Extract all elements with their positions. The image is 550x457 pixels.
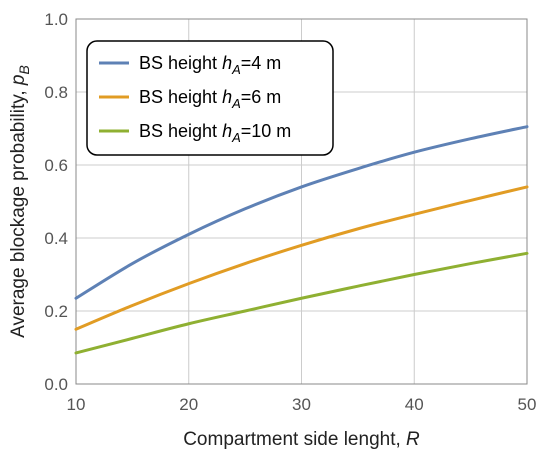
axis-ticks: 10 20 30 40 50 0.0 0.2 0.4 0.6 0.8 1.0 bbox=[44, 10, 536, 414]
series-line-2 bbox=[74, 185, 529, 331]
y-tick-label: 0.6 bbox=[44, 156, 68, 175]
x-tick-label: 10 bbox=[67, 395, 86, 414]
y-tick-label: 0.0 bbox=[44, 375, 68, 394]
y-tick-label: 0.8 bbox=[44, 83, 68, 102]
legend-entry: BS height hA=6 m bbox=[139, 87, 281, 111]
y-tick-label: 1.0 bbox=[44, 10, 68, 29]
series-line-3 bbox=[74, 251, 529, 355]
y-tick-label: 0.2 bbox=[44, 302, 68, 321]
y-tick-label: 0.4 bbox=[44, 229, 68, 248]
x-tick-label: 50 bbox=[518, 395, 537, 414]
x-tick-label: 30 bbox=[292, 395, 311, 414]
series-line-1 bbox=[74, 125, 529, 300]
x-axis-label: Compartment side lenght, R bbox=[183, 429, 420, 450]
legend-box bbox=[86, 40, 334, 156]
plot-frame bbox=[75, 18, 528, 385]
series-lines bbox=[74, 125, 529, 355]
legend-entry: BS height hA=4 m bbox=[139, 53, 281, 77]
x-tick-label: 20 bbox=[179, 395, 198, 414]
y-axis-label: Average blockage probability, pB bbox=[8, 65, 32, 338]
legend-entry: BS height hA=10 m bbox=[139, 121, 291, 145]
legend: BS height hA=4 m BS height hA=6 m BS heigh… bbox=[86, 40, 334, 156]
x-tick-label: 40 bbox=[405, 395, 424, 414]
